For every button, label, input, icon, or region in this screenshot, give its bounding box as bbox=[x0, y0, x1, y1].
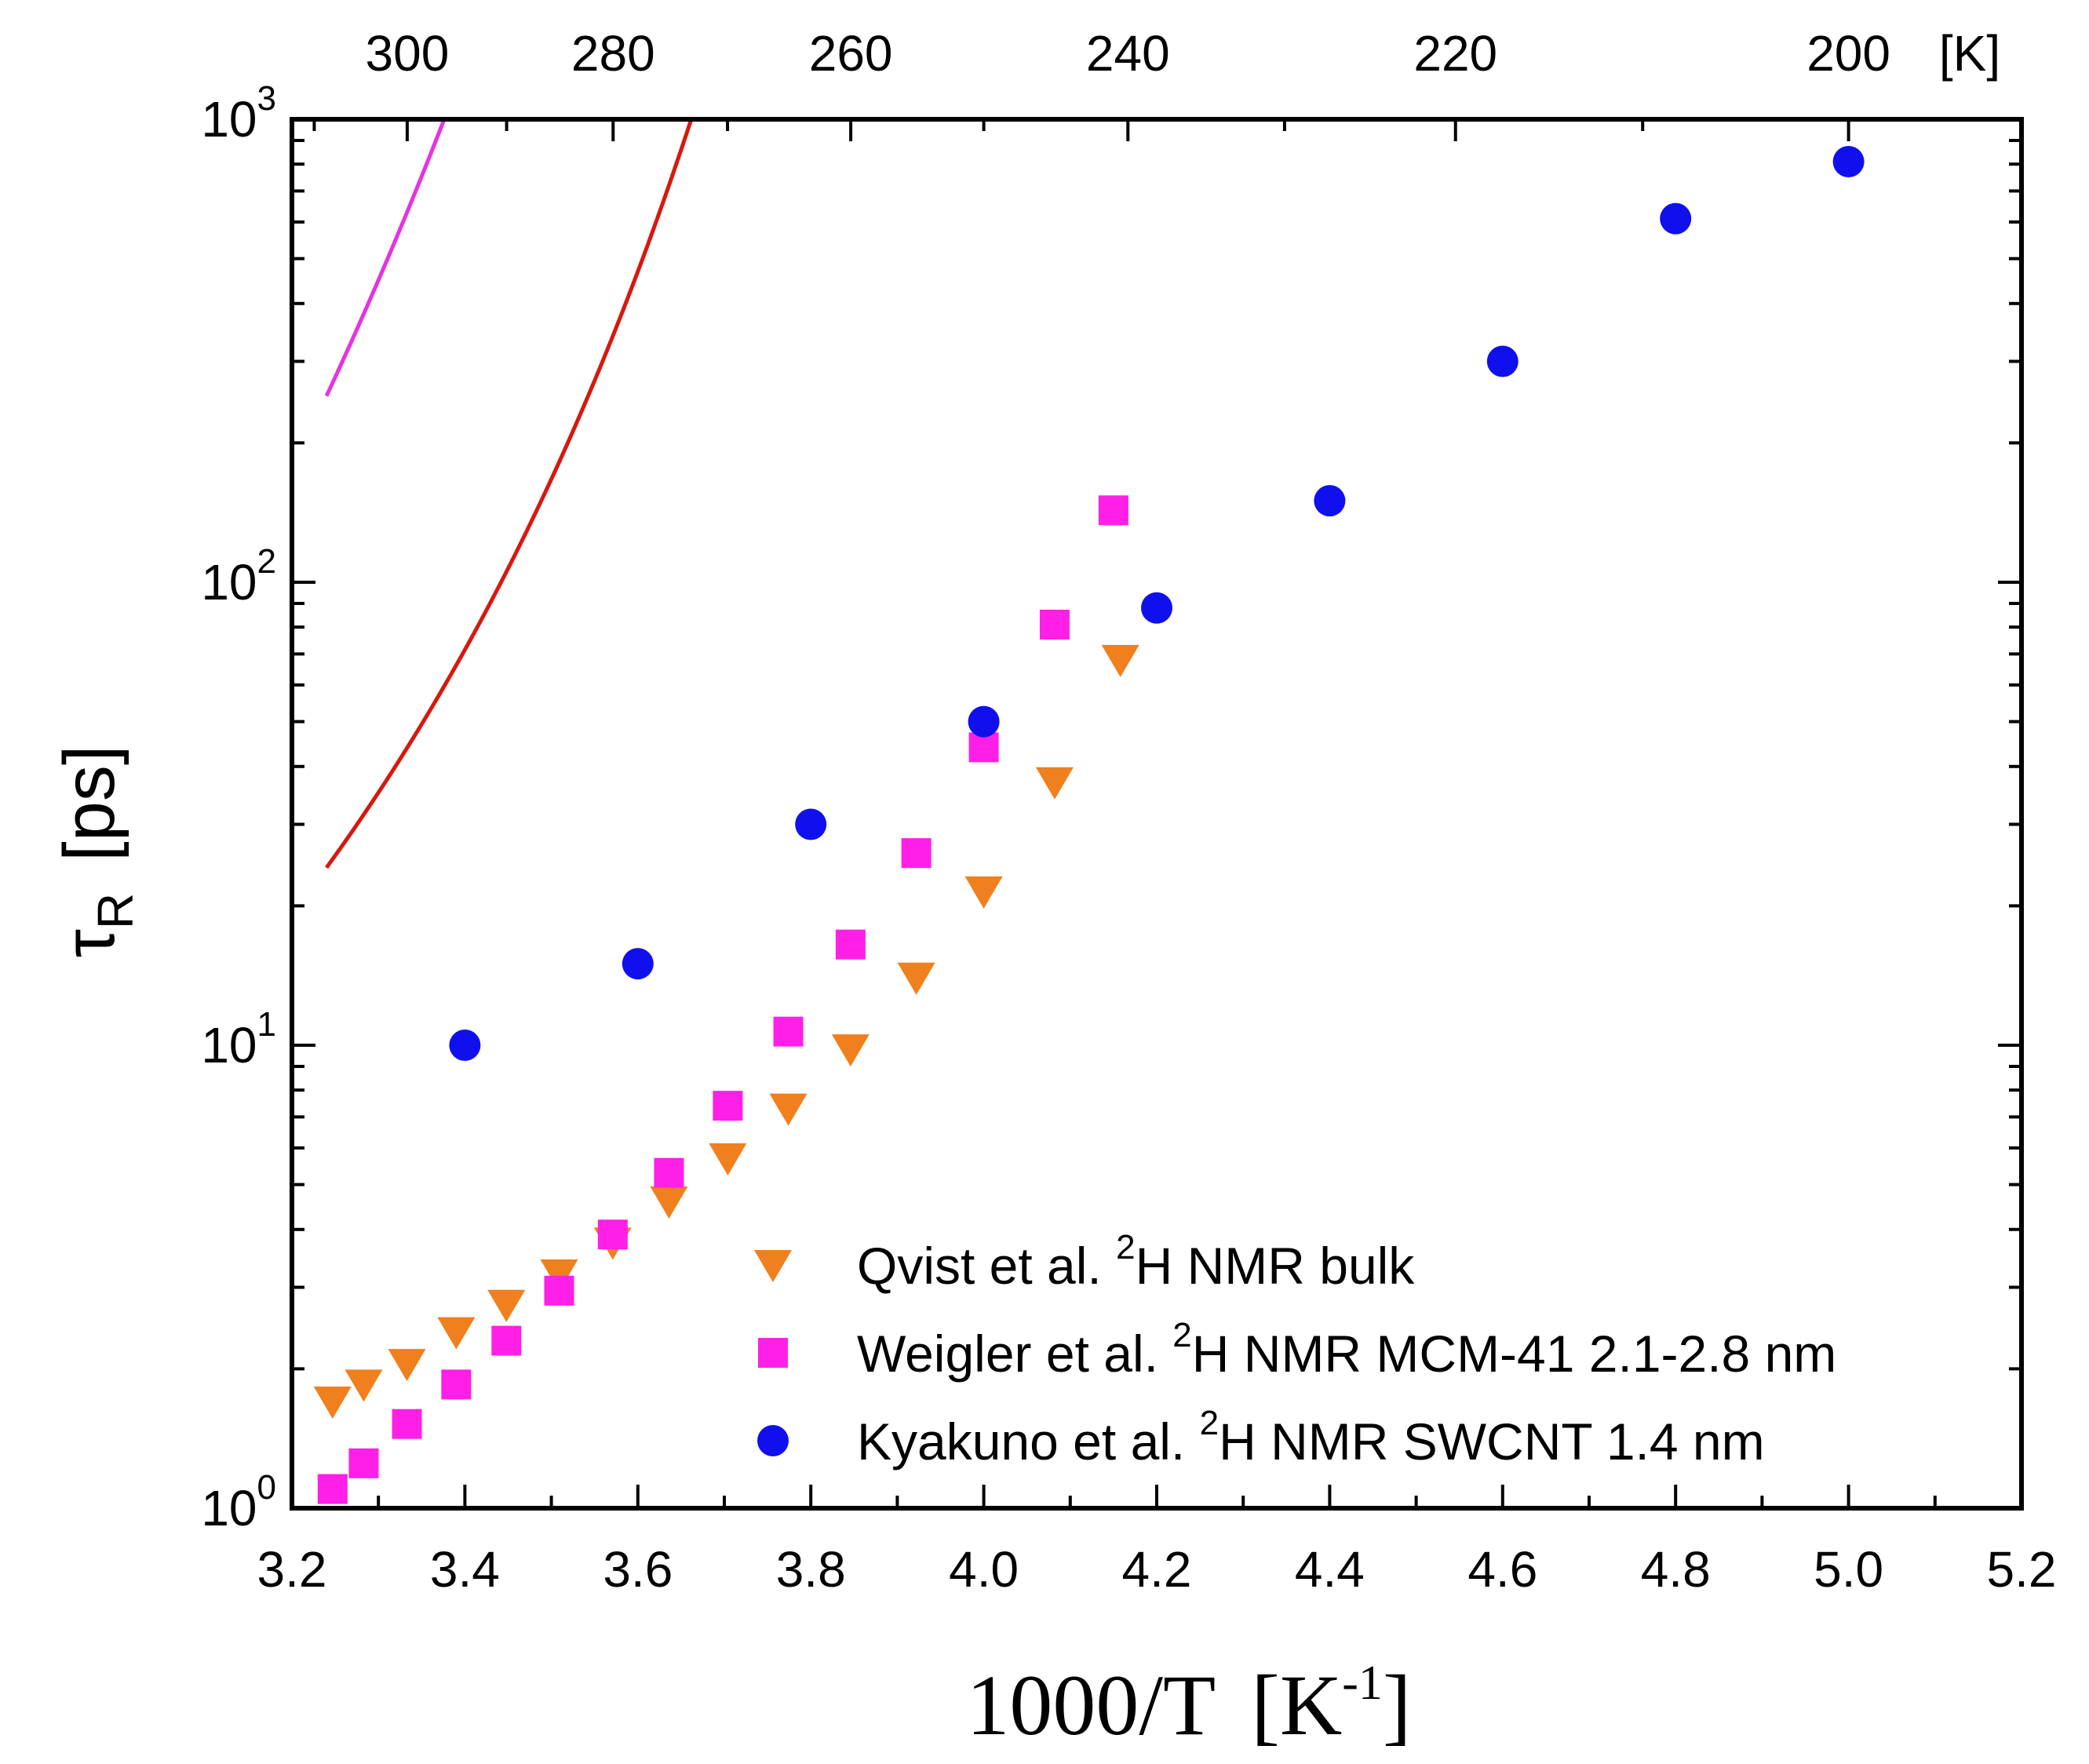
marker-circle bbox=[795, 808, 827, 840]
y-tick-label: 100 bbox=[201, 1468, 276, 1536]
marker-square bbox=[317, 1474, 348, 1504]
x-tick-label: 4.0 bbox=[949, 1541, 1019, 1598]
y-tick-label: 101 bbox=[201, 1005, 276, 1073]
x-tick-label: 4.8 bbox=[1641, 1541, 1711, 1598]
marker-square bbox=[835, 929, 866, 960]
marker-circle bbox=[1314, 485, 1346, 517]
legend-label: Kyakuno et al. 2H NMR SWCNT 1.4 nm bbox=[857, 1404, 1765, 1471]
y-tick-label: 102 bbox=[201, 542, 276, 610]
x-tick-label: 3.6 bbox=[603, 1541, 673, 1598]
marker-square bbox=[544, 1275, 574, 1306]
y-axis-title: τR[ps] bbox=[49, 745, 144, 958]
marker-square bbox=[1098, 495, 1128, 526]
marker-triangle-down bbox=[1035, 767, 1074, 800]
marker-triangle-down bbox=[769, 1093, 808, 1126]
legend-marker-square bbox=[758, 1338, 788, 1368]
x-tick-label: 3.2 bbox=[257, 1541, 327, 1598]
marker-square bbox=[654, 1157, 684, 1188]
top-tick-label: 280 bbox=[571, 25, 655, 82]
x-tick-label: 4.4 bbox=[1295, 1541, 1365, 1598]
marker-triangle-down bbox=[897, 962, 935, 995]
marker-circle bbox=[968, 705, 1000, 738]
marker-square bbox=[491, 1325, 522, 1356]
legend-label: Qvist et al. 2H NMR bulk bbox=[857, 1228, 1415, 1295]
marker-square bbox=[441, 1369, 472, 1400]
marker-triangle-down bbox=[540, 1259, 578, 1292]
fit-curves bbox=[324, 119, 694, 869]
marker-triangle-down bbox=[650, 1186, 688, 1219]
top-tick-label: 200 bbox=[1806, 25, 1890, 82]
legend-marker-triangle-down bbox=[754, 1250, 792, 1282]
marker-circle bbox=[1141, 592, 1172, 624]
legend: Qvist et al. 2H NMR bulk Weigler et al. 2… bbox=[754, 1228, 1836, 1471]
tick-labels: 3.2 3.4 3.6 3.8 4.0 4.2 4.4 4.6 4.8 5.0 5.2 300 280 2… bbox=[201, 25, 2056, 1598]
x-tick-label: 5.0 bbox=[1814, 1541, 1883, 1598]
axis-ticks bbox=[290, 119, 2023, 1510]
marker-square bbox=[392, 1409, 422, 1439]
marker-triangle-down bbox=[313, 1387, 352, 1420]
x-tick-label: 3.4 bbox=[430, 1541, 500, 1598]
data-markers bbox=[313, 145, 1865, 1504]
x-tick-label: 5.2 bbox=[1987, 1541, 2057, 1598]
top-axis-unit: [K] bbox=[1939, 25, 2000, 82]
marker-square bbox=[901, 838, 931, 869]
top-tick-label: 260 bbox=[809, 25, 893, 82]
marker-triangle-down bbox=[831, 1034, 870, 1067]
x-tick-label: 3.8 bbox=[776, 1541, 846, 1598]
marker-circle bbox=[622, 948, 654, 980]
top-tick-label: 300 bbox=[366, 25, 450, 82]
marker-circle bbox=[449, 1030, 481, 1061]
x-axis-title: 1000/T [K-1] bbox=[966, 1656, 1411, 1753]
x-tick-label: 4.2 bbox=[1122, 1541, 1192, 1598]
fit-line-solid bbox=[325, 119, 694, 869]
marker-square bbox=[968, 732, 999, 763]
marker-triangle-down bbox=[345, 1369, 383, 1402]
marker-square bbox=[597, 1219, 628, 1250]
marker-triangle-down bbox=[964, 876, 1003, 909]
legend-label: Weigler et al. 2H NMR MCM-41 2.1-2.8 nm bbox=[857, 1316, 1836, 1383]
marker-circle bbox=[1486, 345, 1518, 377]
marker-circle bbox=[1660, 202, 1692, 235]
marker-square bbox=[773, 1016, 804, 1047]
marker-triangle-down bbox=[709, 1143, 747, 1176]
marker-circle bbox=[1832, 145, 1865, 177]
legend-marker-circle bbox=[757, 1425, 789, 1456]
y-tick-label: 103 bbox=[201, 79, 276, 148]
marker-triangle-down bbox=[1101, 644, 1139, 677]
top-tick-label: 220 bbox=[1413, 25, 1497, 82]
top-tick-label: 240 bbox=[1086, 25, 1170, 82]
marker-triangle-down bbox=[388, 1349, 426, 1382]
marker-square bbox=[713, 1091, 743, 1121]
marker-square bbox=[348, 1448, 379, 1478]
marker-triangle-down bbox=[487, 1289, 526, 1322]
marker-triangle-down bbox=[437, 1317, 476, 1350]
marker-square bbox=[1039, 609, 1070, 640]
x-tick-label: 4.6 bbox=[1467, 1541, 1537, 1598]
